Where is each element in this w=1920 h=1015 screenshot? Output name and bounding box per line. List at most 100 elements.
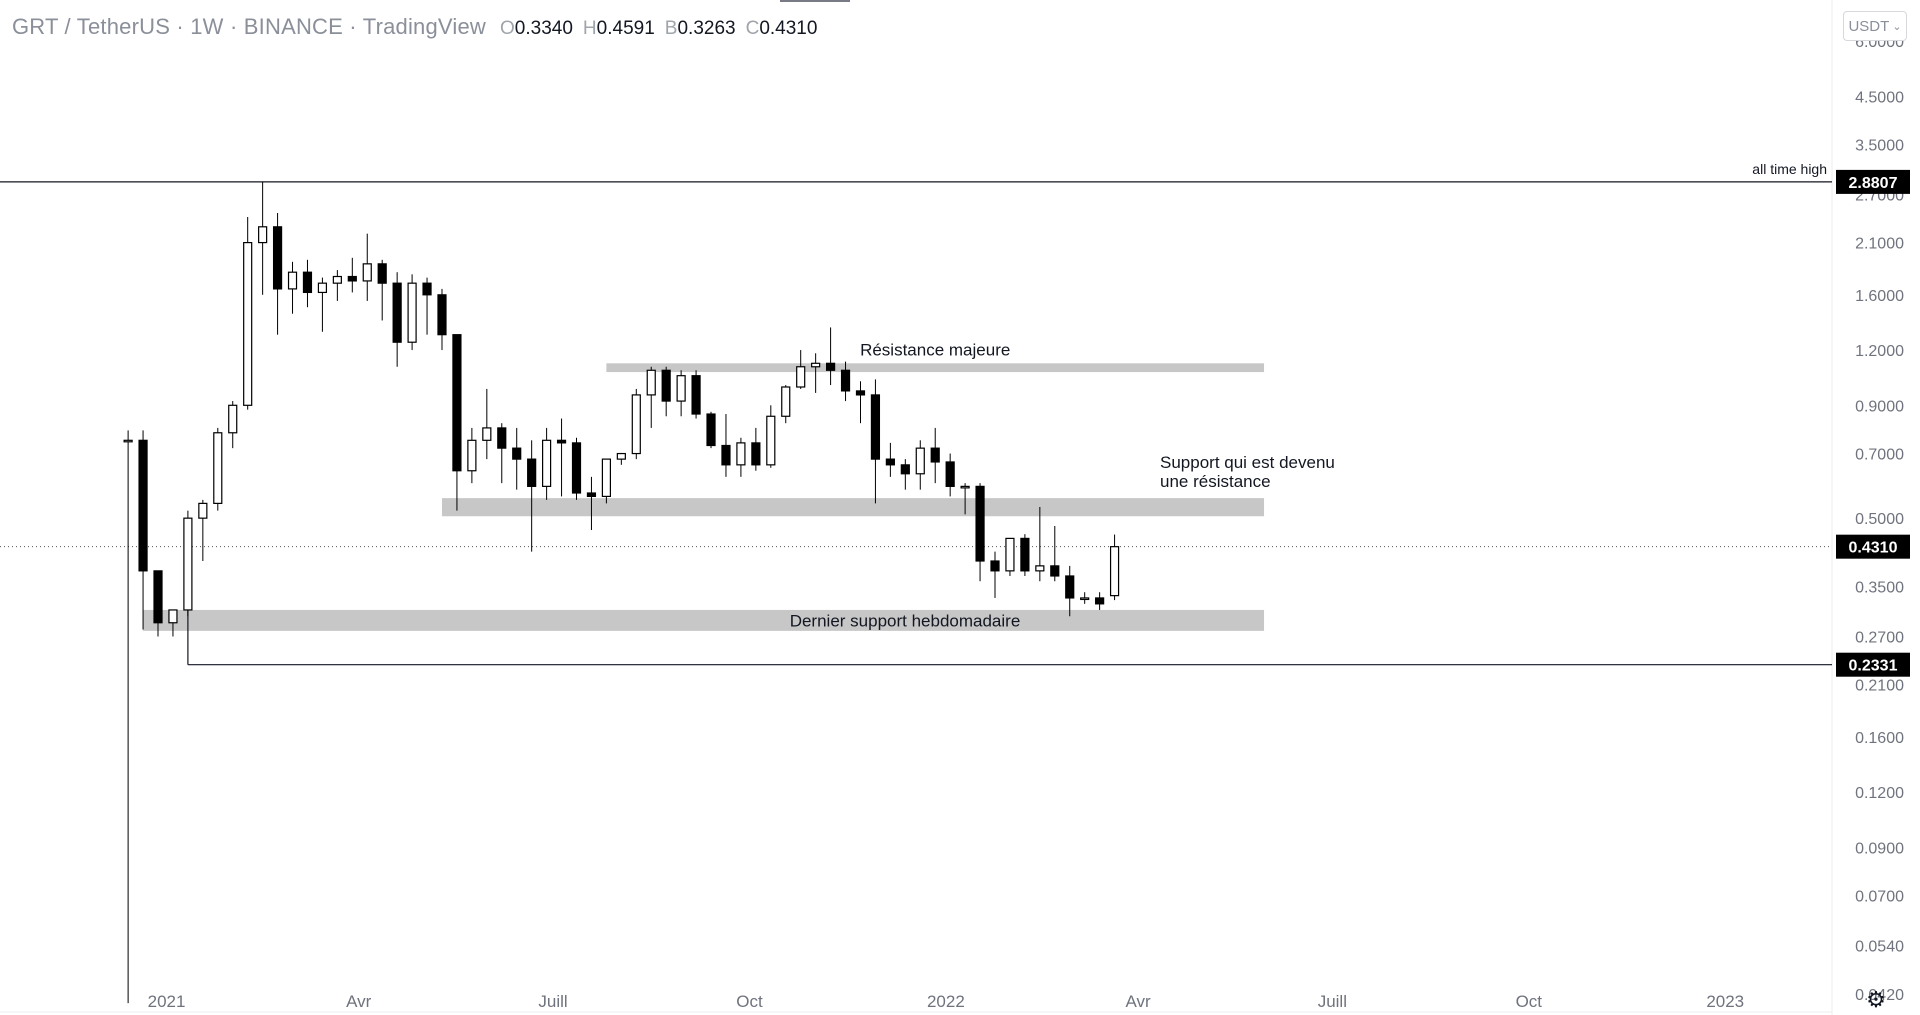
candle-body bbox=[1050, 565, 1060, 577]
candle-9 bbox=[258, 181, 268, 295]
candle-3 bbox=[168, 609, 178, 637]
candle-18 bbox=[392, 272, 402, 367]
candle-body bbox=[287, 271, 298, 290]
candle-body bbox=[452, 334, 462, 472]
candle-30 bbox=[571, 437, 582, 500]
candle-6 bbox=[213, 427, 223, 511]
candle-57 bbox=[975, 483, 985, 582]
candle-body bbox=[586, 492, 597, 497]
candle-21 bbox=[437, 288, 447, 351]
support-price-tag: 0.2331 bbox=[1849, 658, 1898, 675]
candle-body bbox=[556, 439, 567, 444]
candle-body bbox=[571, 442, 582, 494]
candle-7 bbox=[228, 401, 238, 449]
candle-body bbox=[317, 282, 328, 294]
candle-body bbox=[1080, 597, 1090, 601]
candle-12 bbox=[302, 259, 313, 308]
candle-body bbox=[870, 394, 881, 460]
candle-body bbox=[721, 444, 731, 466]
candle-47 bbox=[825, 327, 836, 386]
candle-body bbox=[751, 442, 761, 466]
candle-29 bbox=[556, 418, 567, 497]
candle-body bbox=[930, 447, 940, 463]
candle-body bbox=[766, 415, 776, 466]
candle-body bbox=[1095, 597, 1105, 605]
zone-label-1: Support qui est devenu une résistance bbox=[1160, 453, 1335, 491]
symbol-title[interactable]: GRT / TetherUS · 1W · BINANCE · TradingV… bbox=[12, 14, 487, 39]
ath-price-tag: 2.8807 bbox=[1849, 175, 1898, 192]
ohlc-close: C0.4310 bbox=[745, 18, 818, 39]
y-tick-label: 0.2100 bbox=[1855, 678, 1904, 695]
currency-unit-button[interactable]: USDT ⌄ bbox=[1843, 11, 1907, 41]
candle-27 bbox=[527, 440, 537, 552]
y-tick-label: 0.5000 bbox=[1855, 511, 1904, 528]
candle-body bbox=[392, 282, 402, 343]
y-tick-label: 0.0540 bbox=[1855, 939, 1904, 956]
zone-label-2: Dernier support hebdomadaire bbox=[790, 611, 1021, 630]
candle-40 bbox=[721, 414, 731, 477]
candle-body bbox=[1035, 565, 1045, 572]
candle-body bbox=[377, 263, 387, 284]
gear-icon[interactable]: ⚙ bbox=[1866, 987, 1886, 1012]
candle-body bbox=[676, 375, 686, 402]
candle-body bbox=[512, 447, 522, 460]
chart-header: GRT / TetherUS · 1W · BINANCE · TradingV… bbox=[12, 14, 817, 40]
candle-36 bbox=[661, 366, 671, 417]
ohlc-low: B0.3263 bbox=[664, 18, 736, 39]
candle-body bbox=[497, 427, 507, 449]
candle-62 bbox=[1050, 525, 1060, 582]
candle-body bbox=[258, 226, 268, 244]
candle-46 bbox=[811, 353, 821, 393]
candle-body bbox=[840, 369, 851, 392]
candle-63 bbox=[1065, 565, 1075, 617]
candle-64 bbox=[1080, 592, 1090, 604]
candle-61 bbox=[1035, 506, 1045, 582]
x-tick-label: Oct bbox=[1516, 992, 1543, 1011]
x-tick-label: Juill bbox=[538, 992, 567, 1011]
y-tick-label: 1.2000 bbox=[1855, 343, 1904, 360]
candle-body bbox=[198, 502, 208, 519]
zone-rect-1 bbox=[441, 498, 1265, 517]
y-tick-label: 2.1000 bbox=[1855, 236, 1904, 253]
candle-53 bbox=[915, 440, 925, 490]
zone-rect-0 bbox=[606, 363, 1265, 373]
candle-body bbox=[915, 447, 925, 475]
candle-24 bbox=[482, 388, 492, 460]
x-tick-label: 2021 bbox=[148, 992, 186, 1011]
candle-65 bbox=[1095, 592, 1105, 610]
y-tick-label: 0.7000 bbox=[1855, 447, 1904, 464]
candle-body bbox=[900, 464, 910, 475]
candle-20 bbox=[422, 277, 432, 335]
candle-body bbox=[123, 439, 133, 443]
candle-1 bbox=[138, 430, 148, 630]
zone-rect-2 bbox=[143, 609, 1265, 631]
y-tick-label: 0.3500 bbox=[1855, 580, 1904, 597]
candle-body bbox=[153, 570, 163, 624]
last-price-tag-bg bbox=[1836, 534, 1910, 559]
candle-38 bbox=[691, 370, 701, 419]
x-tick-label: Avr bbox=[346, 992, 372, 1011]
x-tick-label: Juill bbox=[1318, 992, 1347, 1011]
candle-44 bbox=[781, 385, 791, 424]
candle-body bbox=[691, 375, 701, 415]
candle-body bbox=[362, 263, 372, 282]
candle-51 bbox=[885, 442, 895, 477]
y-tick-label: 1.6000 bbox=[1855, 288, 1904, 305]
candle-body bbox=[527, 458, 537, 487]
candle-16 bbox=[362, 233, 372, 301]
candle-26 bbox=[512, 427, 522, 490]
y-tick-label: 0.0420 bbox=[1855, 987, 1904, 1004]
candle-body bbox=[960, 485, 970, 489]
y-tick-label: 0.9000 bbox=[1855, 398, 1904, 415]
candle-56 bbox=[960, 483, 970, 515]
candle-49 bbox=[855, 381, 866, 424]
ohlc-high: H0.4591 bbox=[582, 18, 655, 39]
candle-body bbox=[825, 362, 836, 371]
candle-body bbox=[706, 413, 716, 447]
y-tick-label: 3.5000 bbox=[1855, 138, 1904, 155]
candle-42 bbox=[751, 427, 761, 471]
y-tick-label: 0.1200 bbox=[1855, 785, 1904, 802]
candle-body bbox=[243, 241, 253, 406]
